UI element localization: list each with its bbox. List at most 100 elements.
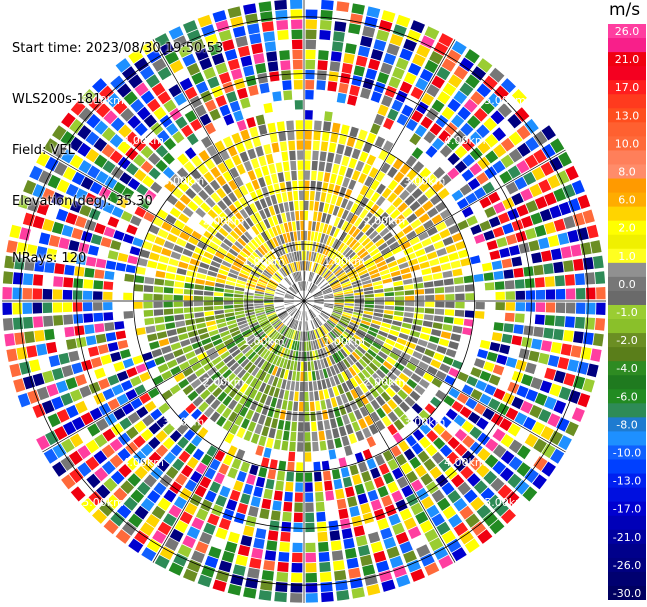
range-gate (274, 334, 282, 343)
range-gate (322, 409, 329, 420)
range-gate (340, 72, 351, 84)
range-gate (279, 450, 288, 461)
range-gate (287, 191, 293, 202)
range-gate (231, 132, 242, 144)
range-gate (244, 309, 255, 314)
range-gate (445, 301, 455, 308)
range-gate (415, 345, 426, 354)
range-gate (385, 204, 396, 215)
range-gate (251, 43, 264, 55)
range-gate (258, 1, 272, 12)
range-gate (340, 258, 349, 267)
range-gate (431, 451, 445, 465)
range-gate (403, 38, 417, 52)
range-gate (206, 445, 218, 458)
range-gate (305, 110, 313, 120)
range-gate (426, 416, 438, 429)
range-gate (156, 331, 168, 340)
range-gate (235, 379, 245, 390)
range-gate (134, 275, 145, 284)
range-gate (229, 167, 240, 179)
range-gate (311, 319, 316, 329)
range-gate (442, 505, 457, 520)
range-gate (56, 179, 70, 193)
range-gate (266, 540, 278, 551)
range-gate (348, 366, 357, 377)
range-gate (305, 79, 315, 90)
range-gate (281, 151, 289, 162)
range-gate (409, 200, 421, 212)
range-gate (163, 294, 173, 301)
range-gate (332, 265, 341, 274)
range-gate (179, 396, 191, 408)
range-gate (405, 118, 418, 132)
range-gate (103, 291, 113, 300)
range-gate (271, 249, 279, 259)
range-gate (164, 279, 175, 287)
range-gate (128, 49, 144, 64)
range-gate (289, 360, 295, 371)
range-gate (253, 53, 265, 64)
range-gate (266, 285, 276, 290)
range-gate (234, 290, 244, 295)
range-gate (219, 441, 230, 453)
range-gate (201, 24, 216, 37)
range-gate (296, 221, 300, 231)
range-gate (217, 200, 228, 211)
colorbar-bin (608, 234, 646, 250)
range-gate (248, 505, 259, 517)
colorbar-bin (608, 585, 646, 600)
range-gate (222, 183, 232, 195)
range-gate (534, 314, 545, 325)
range-ring-label: 5.00km (82, 496, 124, 509)
range-gate (286, 339, 292, 349)
range-gate (289, 308, 297, 315)
range-gate (308, 341, 312, 351)
range-gate (214, 342, 225, 351)
range-gate (328, 520, 339, 531)
range-gate (259, 508, 270, 520)
range-gate (433, 315, 444, 323)
range-gate (387, 371, 398, 382)
range-gate (291, 29, 303, 40)
range-gate (306, 321, 309, 331)
range-gate (381, 10, 396, 23)
range-ring-label: 2.00km (364, 215, 406, 228)
range-gate (151, 348, 163, 358)
range-gate (349, 505, 360, 517)
range-gate (211, 52, 225, 66)
range-gate (264, 304, 274, 307)
range-gate (169, 59, 184, 74)
range-gate (269, 238, 277, 249)
range-gate (267, 283, 277, 289)
range-gate (190, 421, 202, 434)
range-gate (417, 396, 429, 408)
range-gate (378, 330, 389, 338)
range-gate (435, 221, 447, 232)
range-gate (377, 485, 389, 498)
range-gate (266, 286, 276, 292)
range-gate (296, 452, 304, 462)
range-gate (261, 337, 270, 346)
range-gate (157, 521, 172, 536)
range-gate (220, 351, 231, 360)
range-gate (249, 274, 259, 281)
range-gate (467, 115, 481, 129)
range-gate (278, 311, 287, 318)
range-gate (191, 155, 203, 168)
range-gate (304, 371, 308, 382)
range-gate (284, 303, 295, 307)
range-gate (293, 320, 298, 330)
range-gate (278, 389, 285, 399)
range-gate (237, 355, 247, 365)
range-gate (307, 282, 312, 292)
range-gate (438, 555, 454, 569)
range-gate (297, 321, 301, 331)
range-gate (460, 257, 471, 267)
range-gate (52, 143, 67, 159)
range-gate (187, 29, 202, 43)
range-gate (368, 423, 379, 435)
range-gate (265, 288, 275, 293)
range-gate (269, 342, 277, 352)
range-gate (317, 243, 323, 253)
